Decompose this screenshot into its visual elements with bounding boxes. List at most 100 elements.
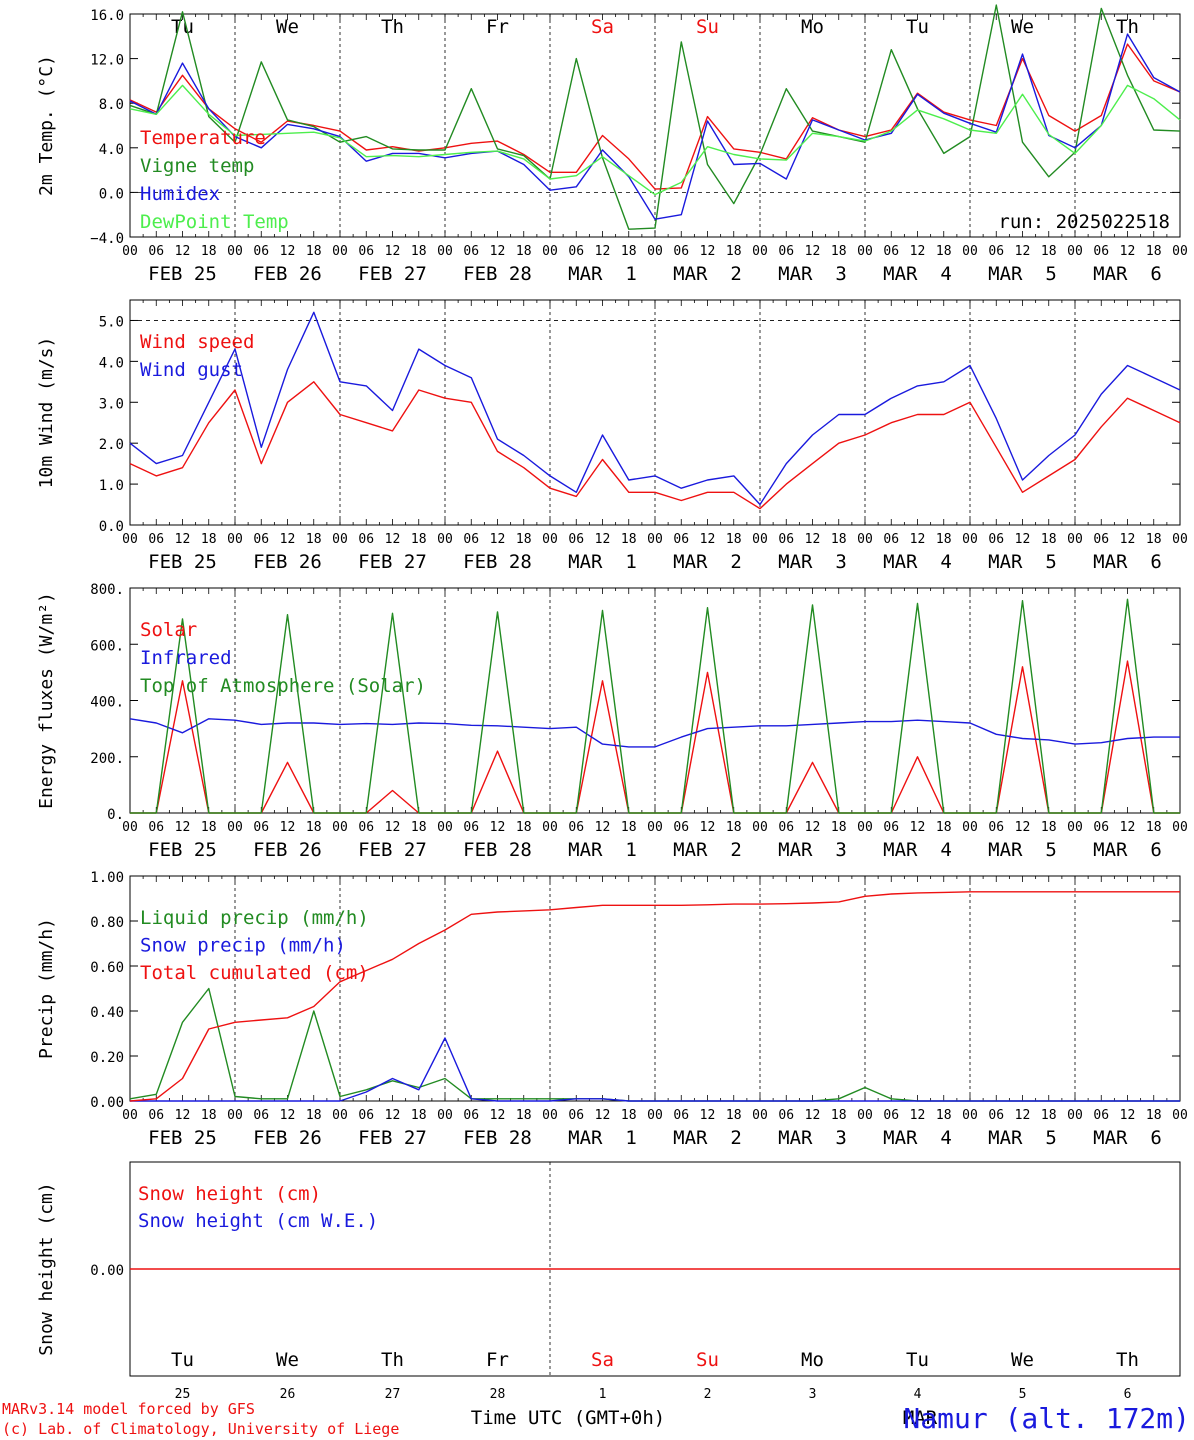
- y-tick-label: 0.00: [90, 1263, 124, 1279]
- panel-3: 00 06 12 18 00 06 12 18 00 06 12 18 00 06 12 18 00 06 12 18…: [36, 582, 1188, 861]
- hour-label: 18: [726, 532, 742, 547]
- hour-label: 12: [490, 820, 506, 835]
- hour-label: 18: [1041, 820, 1057, 835]
- hour-label: 12: [385, 820, 401, 835]
- hour-label: 18: [306, 1108, 322, 1123]
- hour-label: 06: [253, 1108, 269, 1123]
- hour-label: 06: [988, 1108, 1004, 1123]
- date-label: FEB 27: [358, 551, 427, 573]
- hour-label: 18: [936, 820, 952, 835]
- weekday-label: Tu: [171, 16, 194, 38]
- date-label: MAR 4: [883, 1127, 952, 1149]
- hour-label: 12: [595, 244, 611, 259]
- hour-label: 00: [962, 244, 978, 259]
- weekday-label: Fr: [486, 16, 509, 38]
- x-axis-title: Time UTC (GMT+0h): [471, 1407, 665, 1429]
- series-line: [129, 381, 1181, 510]
- weekday-label: Tu: [906, 16, 929, 38]
- hour-label: 18: [201, 244, 217, 259]
- hour-label: 18: [726, 244, 742, 259]
- hour-label: 12: [1015, 532, 1031, 547]
- y-tick-label: 600.: [90, 638, 124, 654]
- hour-label: 00: [1067, 820, 1083, 835]
- hour-label: 06: [988, 532, 1004, 547]
- hour-label: 12: [1015, 1108, 1031, 1123]
- hour-label: 12: [175, 820, 191, 835]
- hour-label: 00: [1172, 820, 1188, 835]
- day-number-label: 27: [385, 1387, 401, 1402]
- legend-entry: Total cumulated (cm): [140, 962, 369, 984]
- date-label: FEB 26: [253, 551, 322, 573]
- hour-label: 12: [1015, 244, 1031, 259]
- hour-label: 06: [673, 1108, 689, 1123]
- hour-label: 12: [595, 820, 611, 835]
- hour-label: 00: [752, 1108, 768, 1123]
- hour-label: 06: [988, 820, 1004, 835]
- hour-label: 18: [1146, 1108, 1162, 1123]
- legend-entry: Top of Atmosphere (Solar): [140, 675, 426, 697]
- hour-label: 06: [673, 532, 689, 547]
- date-label: FEB 26: [253, 263, 322, 285]
- hour-label: 12: [385, 1108, 401, 1123]
- hour-label: 00: [122, 820, 138, 835]
- date-label: MAR 3: [778, 1127, 847, 1149]
- y-tick-label: 16.0: [90, 8, 124, 24]
- run-label: run: 2025022518: [998, 211, 1170, 233]
- legend-entry: Wind gust: [140, 359, 243, 381]
- hour-label: 00: [227, 820, 243, 835]
- hour-label: 18: [411, 244, 427, 259]
- hour-label: 12: [175, 1108, 191, 1123]
- hour-label: 12: [1015, 820, 1031, 835]
- footer: MARv3.14 model forced by GFS (c) Lab. of…: [2, 1400, 1190, 1438]
- y-tick-label: 0.00: [90, 1095, 124, 1111]
- hour-label: 18: [306, 244, 322, 259]
- hour-label: 00: [962, 820, 978, 835]
- weekday-label: Th: [1116, 1349, 1139, 1371]
- station-label: Namur (alt. 172m): [903, 1402, 1190, 1435]
- date-label: MAR 5: [988, 839, 1057, 861]
- hour-label: 06: [988, 244, 1004, 259]
- hour-label: 00: [437, 244, 453, 259]
- hour-label: 00: [437, 820, 453, 835]
- date-label: MAR 2: [673, 263, 742, 285]
- date-label: MAR 3: [778, 551, 847, 573]
- hour-label: 00: [1172, 244, 1188, 259]
- y-tick-label: 0.40: [90, 1005, 124, 1021]
- hour-label: 18: [831, 1108, 847, 1123]
- y-tick-label: 0.0: [99, 519, 124, 535]
- date-label: FEB 27: [358, 839, 427, 861]
- series-line: [130, 1037, 1180, 1102]
- day-number-label: 6: [1124, 1387, 1132, 1402]
- hour-label: 12: [175, 244, 191, 259]
- hour-label: 12: [805, 820, 821, 835]
- y-axis-title: Precip (mm/h): [36, 918, 57, 1059]
- hour-label: 06: [463, 820, 479, 835]
- date-label: FEB 25: [148, 551, 217, 573]
- hour-label: 12: [700, 532, 716, 547]
- legend-entry: Temperature: [140, 127, 266, 149]
- hour-label: 06: [883, 820, 899, 835]
- y-axis-title: Snow height (cm): [36, 1182, 57, 1355]
- series-line: [129, 891, 1180, 1102]
- hour-label: 00: [752, 532, 768, 547]
- hour-label: 12: [280, 532, 296, 547]
- hour-label: 18: [621, 244, 637, 259]
- series-line: [129, 311, 1181, 506]
- hour-label: 18: [621, 1108, 637, 1123]
- hour-label: 18: [516, 820, 532, 835]
- y-tick-label: 0.80: [90, 915, 124, 931]
- hour-label: 06: [148, 820, 164, 835]
- hour-label: 18: [201, 1108, 217, 1123]
- hour-label: 18: [1041, 532, 1057, 547]
- hour-label: 18: [201, 532, 217, 547]
- hour-label: 00: [542, 1108, 558, 1123]
- hour-label: 06: [568, 1108, 584, 1123]
- hour-label: 00: [437, 1108, 453, 1123]
- hour-label: 00: [437, 532, 453, 547]
- hour-label: 06: [568, 532, 584, 547]
- hour-label: 12: [280, 1108, 296, 1123]
- date-label: MAR 1: [568, 263, 637, 285]
- lab-credit: (c) Lab. of Climatology, University of L…: [2, 1420, 399, 1438]
- hour-label: 06: [883, 1108, 899, 1123]
